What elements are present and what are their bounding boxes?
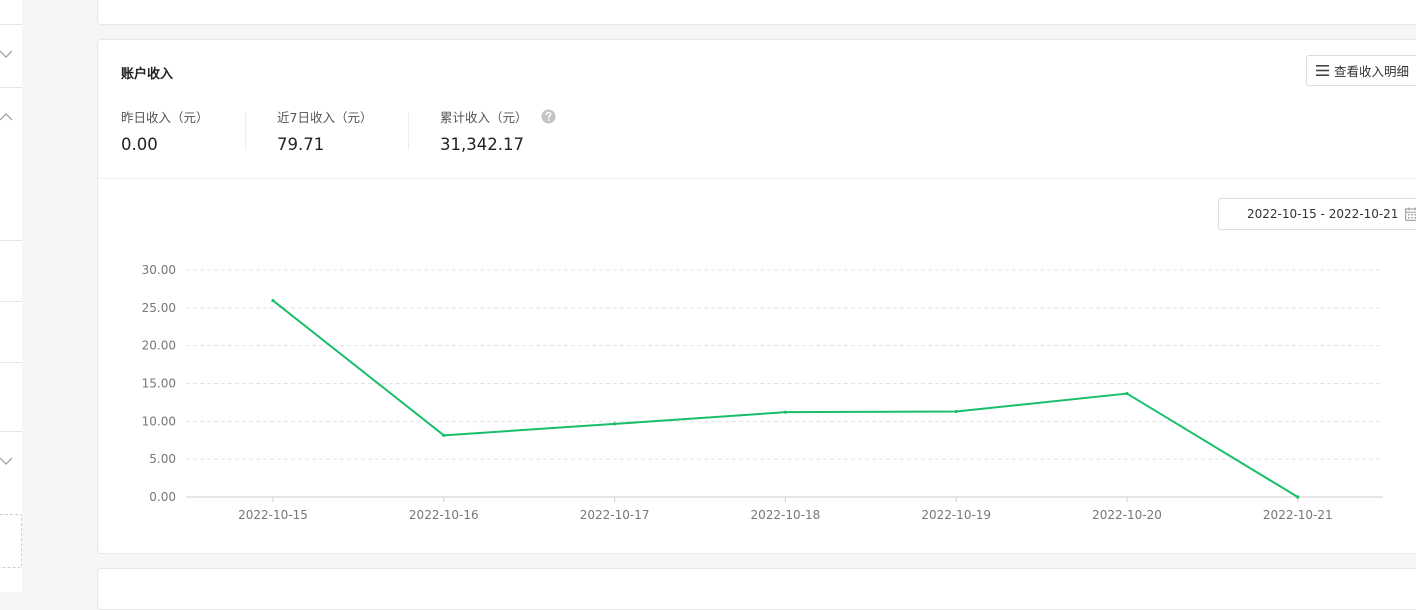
income-card: 账户收入 查看收入明细 昨日收入（元） 0.00 近7日收入（元） 79.71 … bbox=[97, 39, 1416, 554]
stat-cumulative: 累计收入（元） 31,342.17 bbox=[440, 107, 528, 154]
chevron-up-icon[interactable] bbox=[0, 111, 12, 123]
stat-divider bbox=[408, 112, 409, 150]
stat-value: 31,342.17 bbox=[440, 135, 524, 154]
y-tick-label: 30.00 bbox=[142, 263, 176, 277]
top-card bbox=[97, 0, 1416, 25]
data-point bbox=[442, 433, 446, 437]
sidebar-divider bbox=[0, 362, 22, 363]
data-point bbox=[1125, 391, 1129, 396]
y-tick-label: 10.00 bbox=[142, 414, 176, 428]
x-tick-label: 2022-10-15 bbox=[238, 508, 308, 522]
date-range-picker[interactable]: 2022-10-15 - 2022-10-21 bbox=[1218, 198, 1416, 230]
data-point bbox=[613, 422, 617, 426]
x-tick-label: 2022-10-16 bbox=[409, 508, 479, 522]
y-tick-label: 20.00 bbox=[142, 339, 176, 353]
stat-value: 0.00 bbox=[121, 135, 158, 154]
date-range-value: 2022-10-15 - 2022-10-21 bbox=[1247, 207, 1399, 221]
chevron-down-icon[interactable] bbox=[0, 48, 12, 60]
stat-divider bbox=[245, 112, 246, 150]
view-income-detail-label: 查看收入明细 bbox=[1334, 64, 1410, 79]
sidebar-divider bbox=[0, 240, 22, 241]
y-tick-label: 0.00 bbox=[149, 490, 176, 504]
view-income-detail-button[interactable]: 查看收入明细 bbox=[1306, 55, 1416, 86]
y-tick-label: 15.00 bbox=[142, 377, 176, 391]
x-tick-label: 2022-10-17 bbox=[580, 508, 650, 522]
data-point bbox=[271, 298, 275, 303]
x-tick-label: 2022-10-18 bbox=[751, 508, 821, 522]
card-title: 账户收入 bbox=[121, 67, 174, 82]
bottom-card bbox=[97, 568, 1416, 610]
sidebar-divider bbox=[0, 301, 22, 302]
calendar-icon bbox=[1405, 207, 1416, 221]
x-tick-label: 2022-10-21 bbox=[1263, 508, 1333, 522]
sidebar-divider bbox=[0, 431, 22, 432]
stat-label: 昨日收入（元） bbox=[121, 110, 209, 125]
data-point bbox=[783, 410, 788, 414]
y-tick-label: 25.00 bbox=[142, 301, 176, 315]
question-circle-icon[interactable] bbox=[541, 109, 556, 124]
x-tick-label: 2022-10-20 bbox=[1092, 508, 1162, 522]
sidebar bbox=[0, 0, 22, 592]
stat-label: 近7日收入（元） bbox=[277, 110, 373, 125]
data-point bbox=[1296, 495, 1300, 499]
chevron-down-icon[interactable] bbox=[0, 455, 12, 467]
stat-last-7-days: 近7日收入（元） 79.71 bbox=[277, 107, 372, 154]
data-point bbox=[954, 409, 958, 414]
stat-yesterday: 昨日收入（元） 0.00 bbox=[121, 107, 209, 154]
menu-icon bbox=[1316, 65, 1329, 76]
income-line-chart: 0.00 5.00 10.00 15.00 20.00 25.00 30.00 2022-10… bbox=[142, 263, 1383, 522]
sidebar-divider bbox=[0, 24, 22, 25]
section-divider bbox=[98, 178, 1416, 179]
sidebar-divider bbox=[0, 87, 22, 88]
upload-placeholder[interactable] bbox=[0, 514, 22, 568]
y-tick-label: 5.00 bbox=[149, 452, 176, 466]
stat-value: 79.71 bbox=[277, 135, 325, 154]
x-tick-label: 2022-10-19 bbox=[921, 508, 991, 522]
series-line bbox=[272, 299, 1299, 498]
stat-label: 累计收入（元） bbox=[440, 110, 528, 125]
